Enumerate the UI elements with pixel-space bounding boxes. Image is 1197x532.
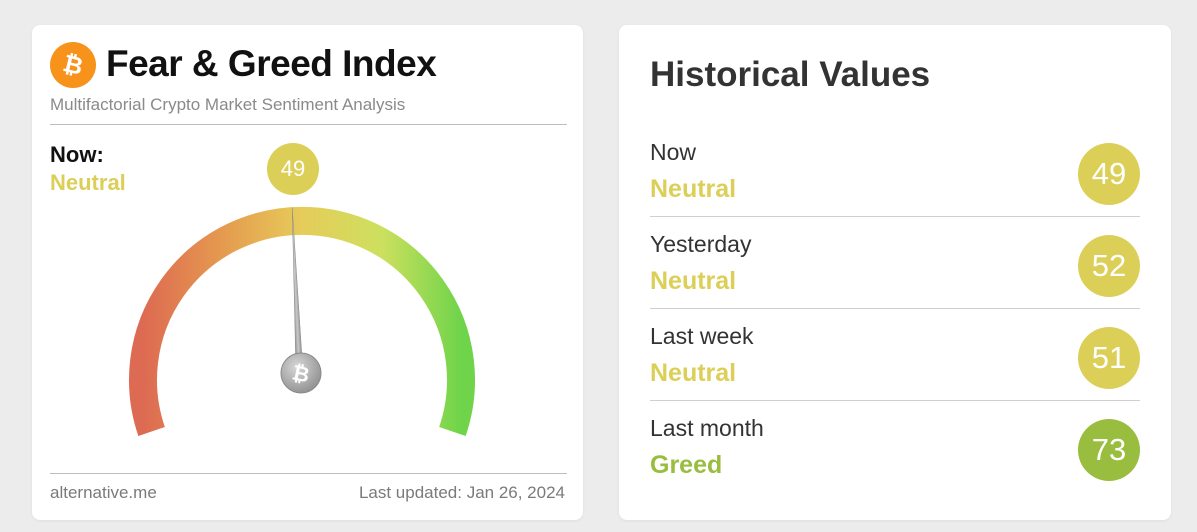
history-row-now: Now Neutral 49	[650, 125, 1140, 217]
history-status: Neutral	[650, 267, 737, 295]
row-divider	[650, 308, 1140, 309]
history-status: Neutral	[650, 175, 737, 203]
page-title: Fear & Greed Index	[106, 43, 437, 84]
history-row-last-month: Last month Greed 73	[650, 401, 1140, 493]
footer-divider	[50, 473, 567, 474]
now-label: Now:	[50, 142, 104, 167]
gauge-hub	[280, 352, 322, 394]
fear-greed-card: ₿ Fear & Greed Index Multifactorial Cryp…	[32, 25, 583, 520]
gauge-arc	[129, 206, 475, 437]
history-row-last-week: Last week Neutral 51	[650, 309, 1140, 401]
history-status: Neutral	[650, 359, 737, 387]
history-status: Greed	[650, 451, 723, 479]
row-divider	[650, 400, 1140, 401]
history-value-circle: 49	[1078, 143, 1140, 205]
page-subtitle: Multifactorial Crypto Market Sentiment A…	[50, 95, 406, 114]
row-divider	[650, 216, 1140, 217]
footer-updated: Last updated: Jan 26, 2024	[358, 483, 565, 502]
history-row-yesterday: Yesterday Neutral 52	[650, 217, 1140, 309]
sentiment-gauge: ₿	[129, 206, 475, 437]
history-label: Yesterday	[650, 231, 752, 257]
index-value-bubble: 49	[267, 143, 319, 195]
history-value-circle: 73	[1078, 419, 1140, 481]
history-label: Now	[650, 139, 697, 165]
history-label: Last week	[650, 323, 754, 349]
now-status: Neutral	[50, 170, 126, 195]
historical-values-card: Historical Values Now Neutral 49 Yesterd…	[619, 25, 1171, 520]
bitcoin-icon: ₿	[50, 42, 96, 88]
history-value-circle: 52	[1078, 235, 1140, 297]
historical-title: Historical Values	[650, 55, 931, 94]
hub-bitcoin-icon: ₿	[290, 360, 312, 387]
history-label: Last month	[650, 415, 764, 441]
history-value-circle: 51	[1078, 327, 1140, 389]
footer-source: alternative.me	[50, 483, 157, 502]
divider	[50, 124, 567, 125]
